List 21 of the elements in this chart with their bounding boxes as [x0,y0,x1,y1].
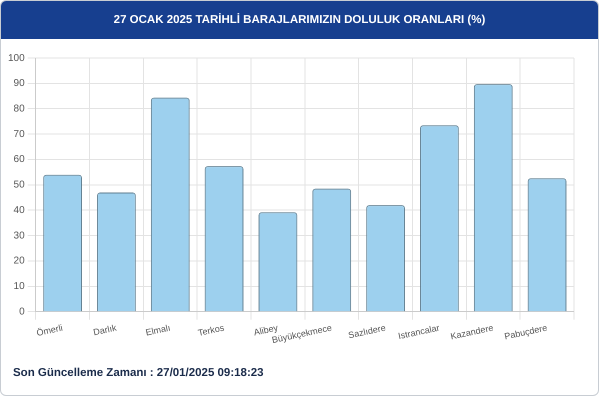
y-tick-label: 10 [14,281,26,292]
y-tick-label: 0 [19,306,26,318]
y-tick-label: 40 [14,205,26,216]
y-tick-label: 70 [14,128,26,140]
x-tick-label: Darlık [92,322,118,338]
x-tick-label: Terkos [197,322,226,338]
x-tick-label: Sazlıdere [347,322,387,340]
x-tick-label: Pabuçdere [503,322,548,342]
chart-title: 27 OCAK 2025 TARİHLİ BARAJLARIMIZIN DOLULUK ORANLARI (%) [1,1,598,39]
text: Son Güncelleme Zamanı : 27/01/2025 09:18:23 [13,367,264,379]
y-tick-label: 60 [14,154,26,166]
y-tick-label: 20 [14,256,26,267]
x-tick-label: Kazandere [450,322,494,342]
y-tick-label: 30 [14,230,26,242]
y-tick-label: 100 [8,52,26,64]
x-tick-label: Elmalı [144,322,172,338]
y-tick-label: 90 [14,78,26,90]
x-tick-label: Istrancalar [397,322,440,342]
y-tick-label: 50 [14,180,26,191]
x-tick-label: Ömerli [36,322,64,338]
y-tick-label: 80 [14,104,26,114]
